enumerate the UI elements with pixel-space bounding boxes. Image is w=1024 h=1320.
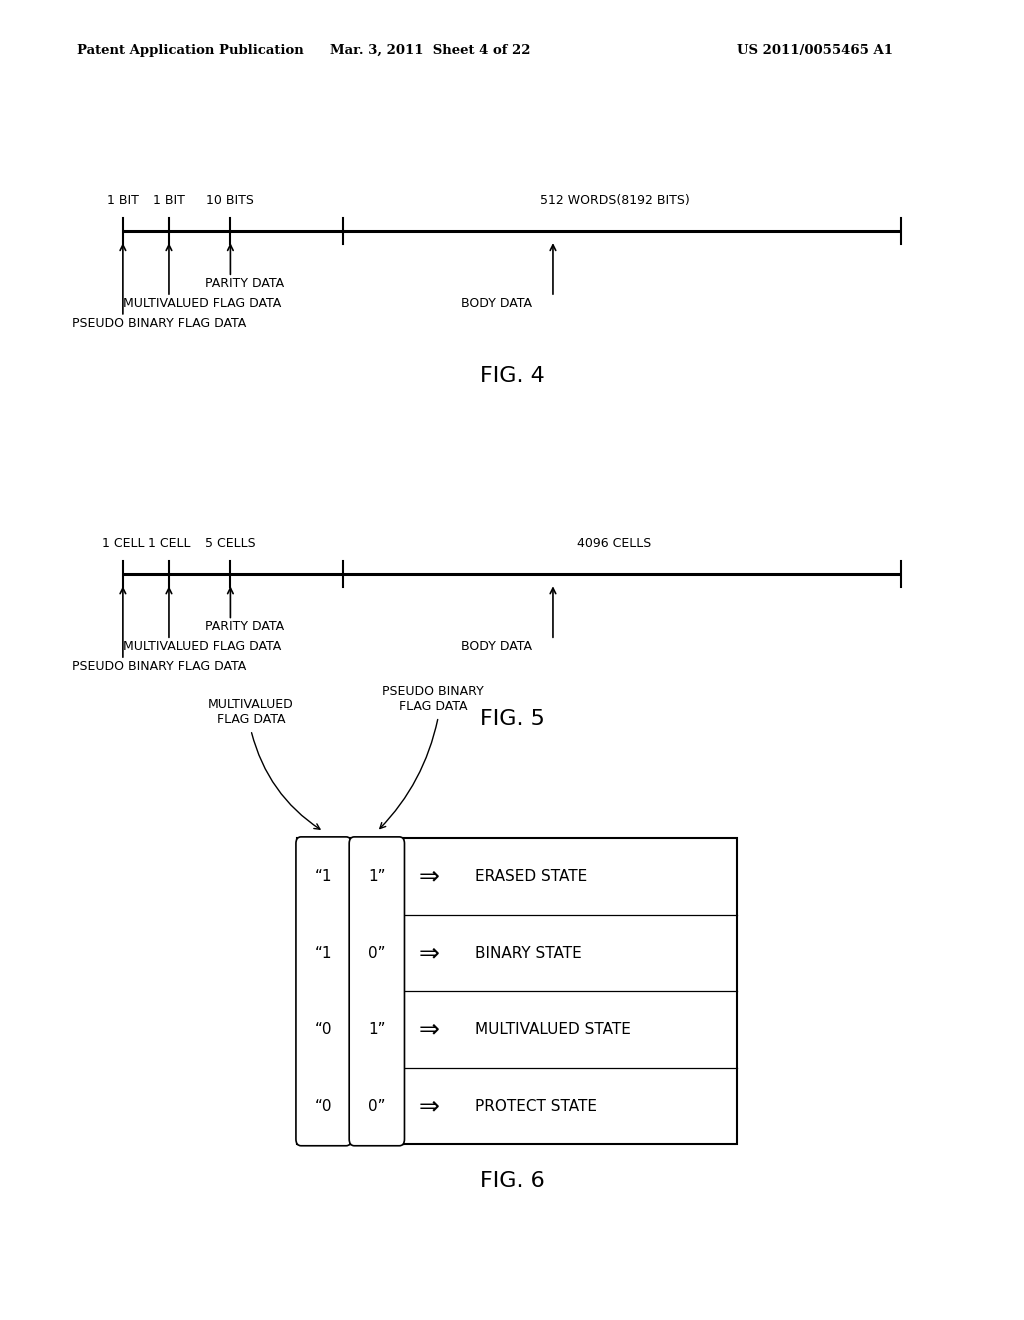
FancyBboxPatch shape (296, 837, 351, 1146)
Text: US 2011/0055465 A1: US 2011/0055465 A1 (737, 44, 893, 57)
Text: PSEUDO BINARY FLAG DATA: PSEUDO BINARY FLAG DATA (72, 317, 246, 330)
Text: 512 WORDS(8192 BITS): 512 WORDS(8192 BITS) (540, 194, 689, 207)
Text: 1 CELL: 1 CELL (101, 537, 144, 550)
Text: MULTIVALUED FLAG DATA: MULTIVALUED FLAG DATA (123, 297, 282, 310)
Text: ⇒: ⇒ (419, 1094, 439, 1118)
Text: ⇒: ⇒ (419, 1018, 439, 1041)
Text: 1”: 1” (368, 1022, 386, 1038)
Text: ERASED STATE: ERASED STATE (475, 869, 588, 884)
Text: 4096 CELLS: 4096 CELLS (578, 537, 651, 550)
Text: BODY DATA: BODY DATA (461, 297, 531, 310)
Text: 0”: 0” (368, 945, 386, 961)
Text: ⇒: ⇒ (419, 941, 439, 965)
Text: PARITY DATA: PARITY DATA (205, 277, 284, 290)
Text: BINARY STATE: BINARY STATE (475, 945, 582, 961)
Text: MULTIVALUED FLAG DATA: MULTIVALUED FLAG DATA (123, 640, 282, 653)
Text: Patent Application Publication: Patent Application Publication (77, 44, 303, 57)
Text: PARITY DATA: PARITY DATA (205, 620, 284, 634)
Text: MULTIVALUED
FLAG DATA: MULTIVALUED FLAG DATA (208, 698, 294, 726)
Text: 10 BITS: 10 BITS (207, 194, 254, 207)
Text: FIG. 6: FIG. 6 (479, 1171, 545, 1192)
Text: 5 CELLS: 5 CELLS (205, 537, 256, 550)
Text: “1: “1 (314, 869, 333, 884)
Text: 1”: 1” (368, 869, 386, 884)
Text: FIG. 5: FIG. 5 (479, 709, 545, 730)
Text: “1: “1 (314, 945, 333, 961)
Text: PROTECT STATE: PROTECT STATE (475, 1098, 597, 1114)
Text: MULTIVALUED STATE: MULTIVALUED STATE (475, 1022, 631, 1038)
Text: 1 CELL: 1 CELL (147, 537, 190, 550)
FancyBboxPatch shape (297, 838, 737, 1144)
Text: PSEUDO BINARY
FLAG DATA: PSEUDO BINARY FLAG DATA (382, 685, 484, 713)
Text: BODY DATA: BODY DATA (461, 640, 531, 653)
Text: “0: “0 (314, 1098, 333, 1114)
Text: “0: “0 (314, 1022, 333, 1038)
Text: 1 BIT: 1 BIT (153, 194, 185, 207)
Text: ⇒: ⇒ (419, 865, 439, 888)
Text: 1 BIT: 1 BIT (106, 194, 139, 207)
FancyBboxPatch shape (349, 837, 404, 1146)
Text: Mar. 3, 2011  Sheet 4 of 22: Mar. 3, 2011 Sheet 4 of 22 (330, 44, 530, 57)
Text: 0”: 0” (368, 1098, 386, 1114)
Text: FIG. 4: FIG. 4 (479, 366, 545, 387)
Text: PSEUDO BINARY FLAG DATA: PSEUDO BINARY FLAG DATA (72, 660, 246, 673)
